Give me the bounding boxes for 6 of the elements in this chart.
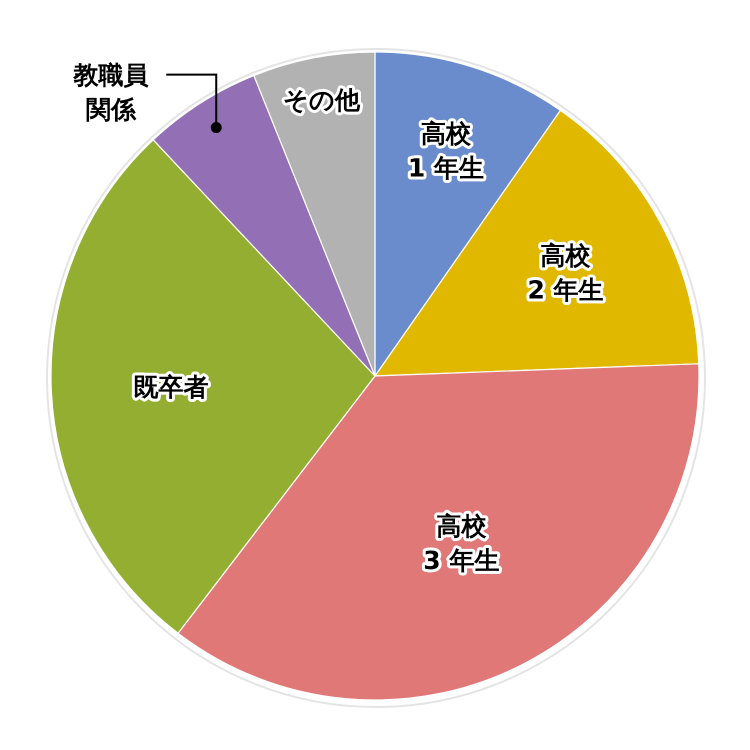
slice-label: 既卒者 [134,372,209,401]
slice-label: 高校 3 年生 [423,511,500,575]
slice-label: その他 [282,84,361,114]
slice-label: 教職員関係 [72,60,149,124]
slice-label: 高校 2 年生 [528,240,604,304]
slice-label: 高校 1 年生 [408,118,484,182]
